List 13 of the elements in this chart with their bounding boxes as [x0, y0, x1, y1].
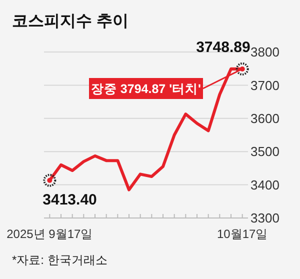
y-tick-label: 3400 [250, 177, 280, 192]
y-tick-label: 3500 [250, 144, 280, 160]
y-tick-label: 3300 [250, 210, 280, 226]
x-tick-label: 10월17일 [216, 227, 268, 241]
annotation: 장중 3794.87 '터치' [90, 82, 202, 96]
data-label: 3413.40 [42, 191, 97, 208]
data-label: 3748.89 [196, 38, 250, 56]
y-tick-label: 3600 [250, 110, 280, 126]
text: *자료: 한국거래소 [12, 253, 108, 267]
y-tick-label: 3800 [250, 44, 280, 60]
chart-title: 코스피지수 추이 [12, 13, 128, 30]
y-tick-label: 3700 [250, 78, 280, 93]
x-tick-label: 2025년 9월17일 [6, 227, 93, 241]
